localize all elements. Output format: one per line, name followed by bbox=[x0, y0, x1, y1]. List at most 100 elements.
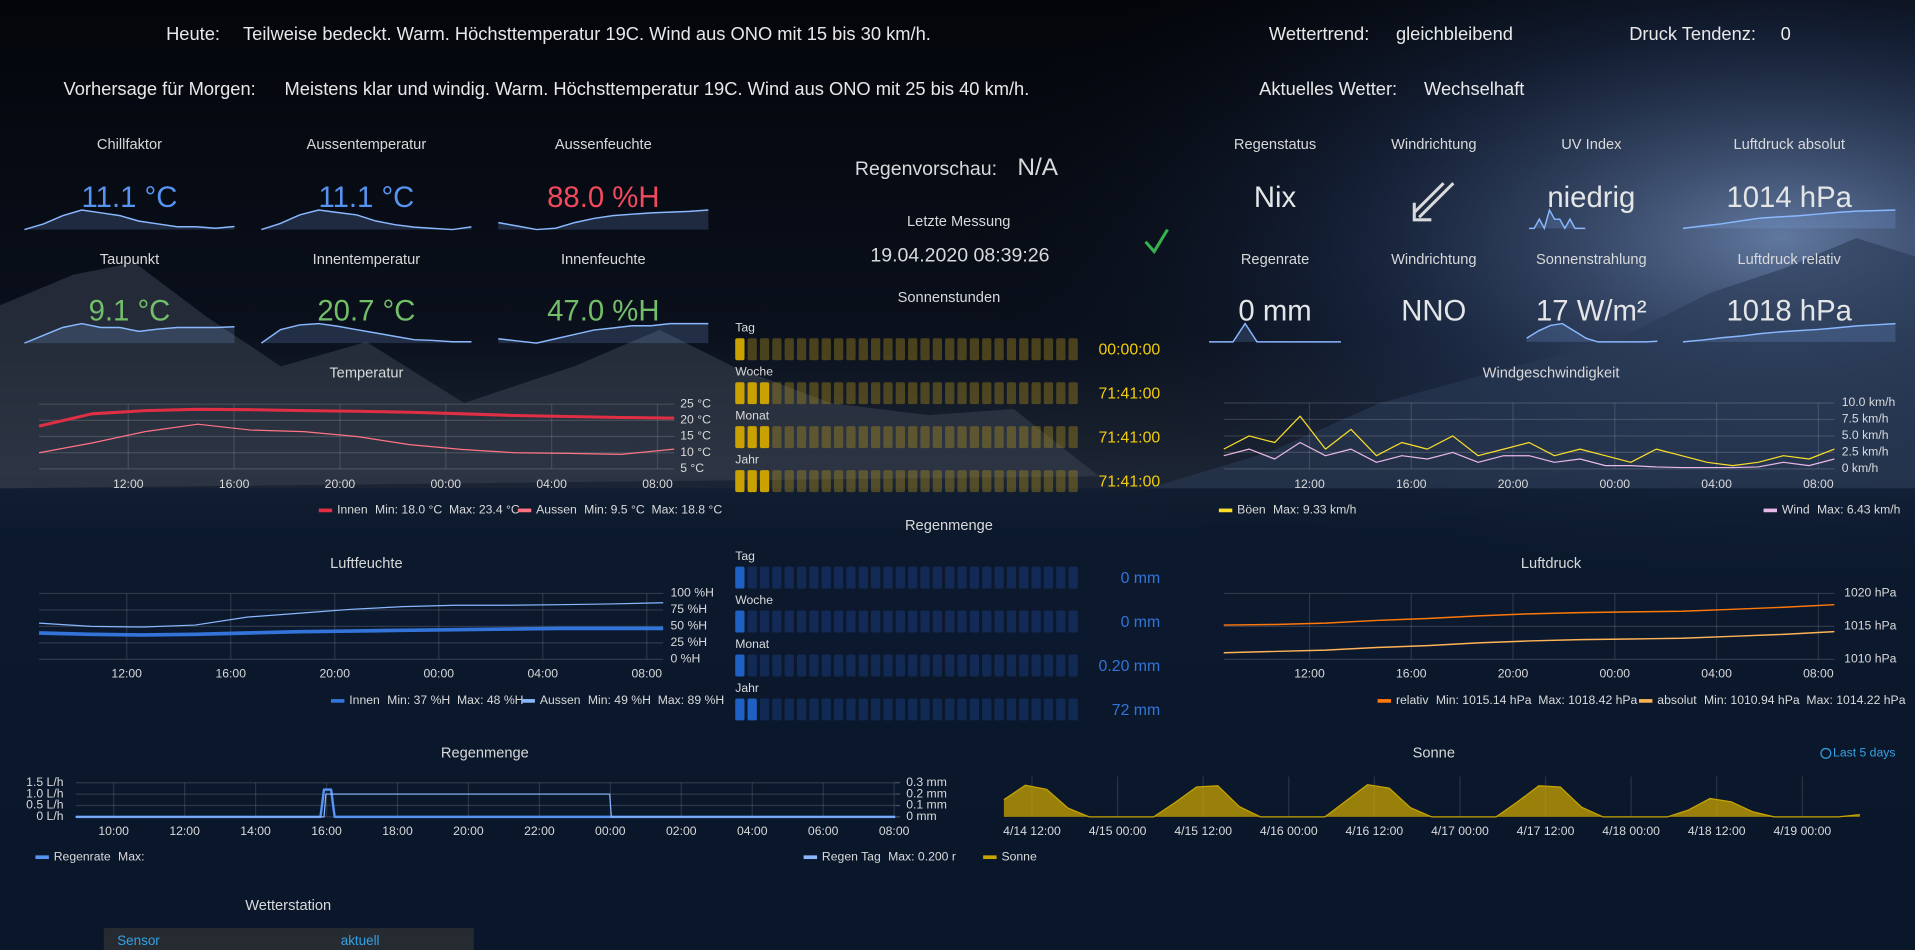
gauge-segment bbox=[833, 698, 844, 721]
sparkline bbox=[261, 209, 472, 231]
y2-tick-label: 0 mm bbox=[906, 809, 937, 823]
gauge-segment bbox=[747, 610, 757, 633]
x-tick-label: 4/15 12:00 bbox=[1174, 824, 1232, 838]
gauge-value: 72 mm bbox=[1112, 702, 1160, 719]
gauge-segment bbox=[1068, 698, 1078, 721]
series-line bbox=[75, 793, 896, 818]
stat-value: 11.1 °C bbox=[318, 181, 414, 214]
stat-value: 20.7 °C bbox=[317, 294, 415, 327]
gauge-segment bbox=[809, 654, 819, 677]
gauge-segment bbox=[871, 566, 881, 589]
gauge-segment bbox=[1006, 382, 1017, 405]
series-line bbox=[1223, 603, 1835, 626]
series-area bbox=[1003, 784, 1860, 817]
table-header-cell[interactable]: aktuell bbox=[341, 933, 380, 948]
x-tick-label: 04:00 bbox=[536, 477, 567, 491]
gauge-segment bbox=[982, 610, 992, 633]
gauge-segment bbox=[735, 698, 745, 721]
gauge-segment bbox=[932, 338, 943, 361]
stat-title: Aussenfeuchte bbox=[555, 137, 652, 153]
gauge-segment bbox=[994, 338, 1004, 361]
gauge-segment bbox=[809, 610, 819, 633]
x-tick-label: 16:00 bbox=[1396, 477, 1427, 491]
gauge-segment bbox=[1043, 338, 1054, 361]
series-line bbox=[39, 626, 664, 637]
gauge-segment bbox=[833, 566, 844, 589]
sparkline bbox=[1529, 208, 1586, 231]
heute-text: Teilweise bedeckt. Warm. Höchsttemperatu… bbox=[243, 23, 931, 44]
gauge-segment bbox=[833, 610, 844, 633]
gauge-segment bbox=[1031, 566, 1041, 589]
gauge-segment bbox=[1043, 698, 1054, 721]
legend-stats: Max: bbox=[118, 849, 144, 863]
y-tick-label: 1015 hPa bbox=[1844, 619, 1896, 633]
check-icon bbox=[1144, 228, 1169, 255]
gauge-segment bbox=[846, 566, 856, 589]
gauge-segment bbox=[957, 470, 967, 493]
gauge-value: 71:41:00 bbox=[1098, 474, 1160, 491]
gauge-segment bbox=[1056, 426, 1066, 449]
gauge-segment bbox=[1019, 610, 1029, 633]
gauge-segment bbox=[1031, 382, 1041, 405]
y2-tick-label: 0.2 mm bbox=[906, 786, 947, 800]
gauge-segment bbox=[858, 338, 868, 361]
x-tick-label: 20:00 bbox=[319, 666, 350, 680]
legend-name: Aussen bbox=[540, 693, 581, 707]
gauge-segment bbox=[796, 470, 807, 493]
gauge-segment bbox=[871, 698, 881, 721]
gauge-segment bbox=[1019, 654, 1029, 677]
sparkline bbox=[1526, 322, 1658, 343]
time-range-link[interactable]: Last 5 days bbox=[1833, 746, 1895, 760]
gauge-segment bbox=[772, 338, 782, 361]
table-header-cell[interactable]: Sensor bbox=[117, 933, 160, 948]
gauge-segment bbox=[969, 698, 980, 721]
gauge-segment bbox=[784, 610, 794, 633]
gauge-label: Tag bbox=[735, 549, 755, 563]
sparkline bbox=[498, 322, 709, 344]
gauge-segment bbox=[821, 698, 831, 721]
gauge-segment bbox=[772, 654, 782, 677]
gauge-segment bbox=[759, 338, 770, 361]
gauge-segment bbox=[908, 426, 918, 449]
stat-value: 0 mm bbox=[1238, 294, 1311, 327]
gauge-segment bbox=[846, 338, 856, 361]
y-tick-label: 1.0 L/h bbox=[26, 786, 63, 800]
legend-swatch bbox=[330, 699, 345, 703]
legend-swatch bbox=[1763, 508, 1777, 513]
gauge-segment bbox=[747, 338, 757, 361]
gauge-segment bbox=[1068, 426, 1078, 449]
gauge-segment bbox=[1006, 470, 1017, 493]
gauge-segment bbox=[846, 654, 856, 677]
gauge-segment bbox=[957, 610, 967, 633]
gauge-segment bbox=[1019, 382, 1029, 405]
gauge-segment bbox=[1006, 610, 1017, 633]
gauge-segment bbox=[957, 382, 967, 405]
gauge-segment bbox=[1068, 382, 1078, 405]
gauge-segment bbox=[871, 610, 881, 633]
gauge-segment bbox=[1056, 566, 1066, 589]
legend-swatch bbox=[803, 855, 818, 860]
y-tick-label: 1.5 L/h bbox=[26, 775, 63, 789]
gauge-segment bbox=[994, 426, 1004, 449]
gauge-label: Jahr bbox=[735, 453, 759, 467]
gauge-segment bbox=[759, 470, 770, 493]
gauge-segment bbox=[871, 654, 881, 677]
legend-swatch bbox=[517, 508, 532, 513]
gauge-segment bbox=[809, 566, 819, 589]
gauge-segment bbox=[883, 610, 893, 633]
gauge-segment bbox=[796, 654, 807, 677]
x-tick-label: 4/19 00:00 bbox=[1773, 824, 1831, 838]
gauge-segment bbox=[772, 470, 782, 493]
x-tick-label: 16:00 bbox=[311, 824, 342, 838]
stat-title: Taupunkt bbox=[100, 252, 159, 268]
gauge-segment bbox=[895, 470, 905, 493]
x-tick-label: 20:00 bbox=[1498, 477, 1529, 491]
gauge-segment bbox=[982, 470, 992, 493]
gauge-segment bbox=[784, 470, 794, 493]
gauge-segment bbox=[1056, 382, 1066, 405]
gauge-segment bbox=[1006, 566, 1017, 589]
legend-swatch bbox=[983, 855, 997, 860]
y-tick-label: 7.5 km/h bbox=[1842, 412, 1889, 426]
gauge-segment bbox=[833, 426, 844, 449]
y-tick-label: 20 °C bbox=[680, 413, 711, 427]
